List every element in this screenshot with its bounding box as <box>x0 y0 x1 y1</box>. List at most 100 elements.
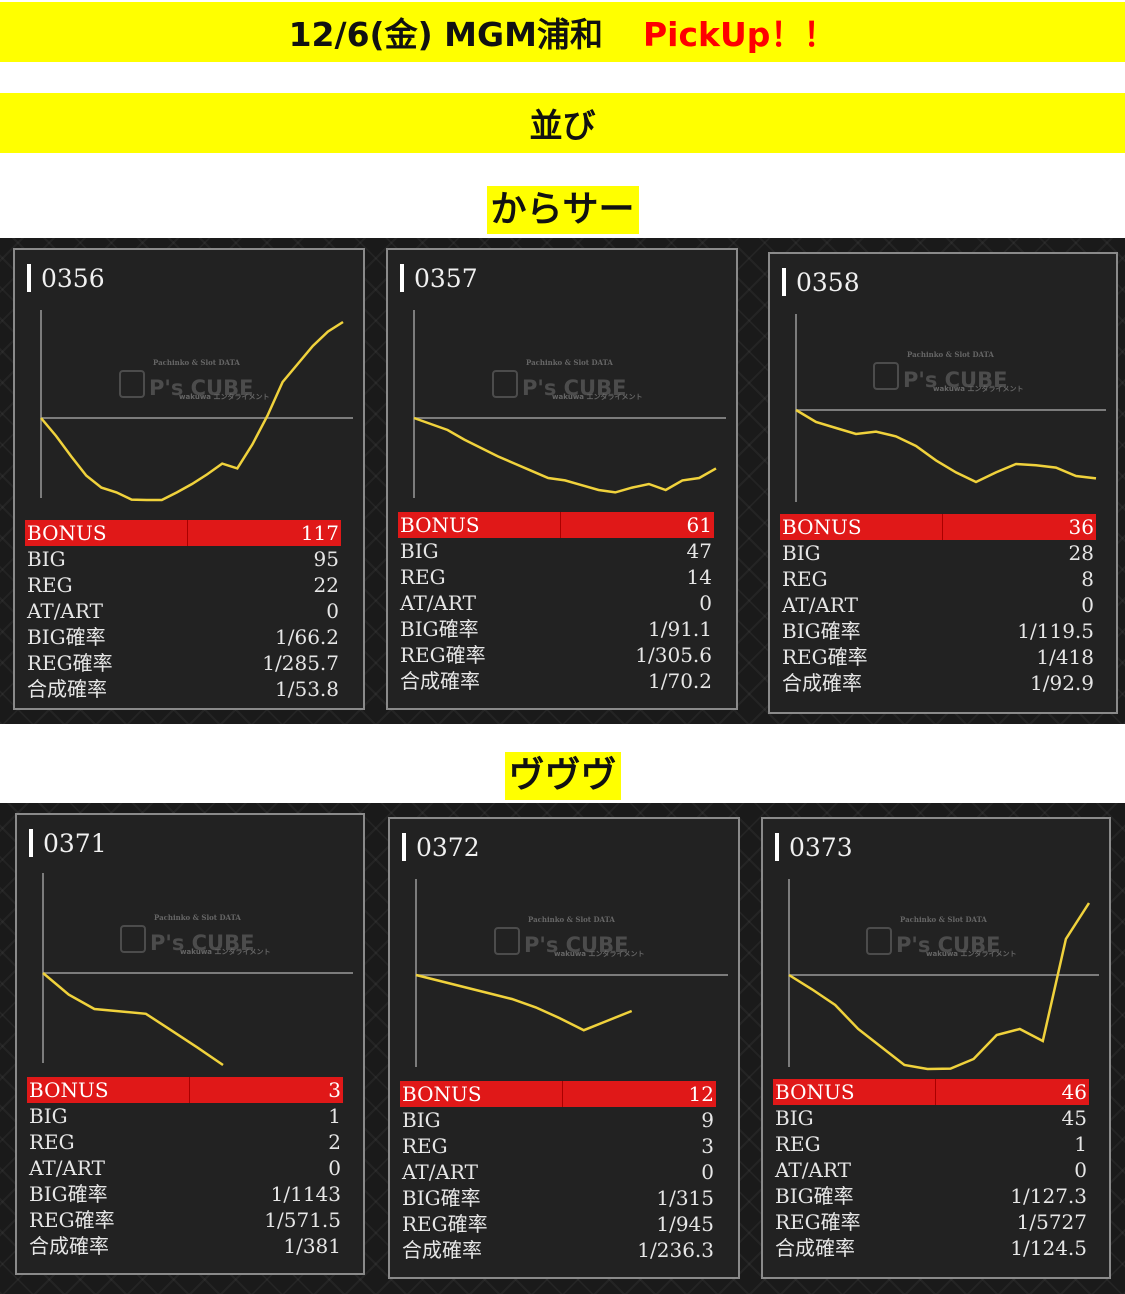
group-label-1: からサー <box>486 186 639 234</box>
stat-row-reg: REG 14 <box>398 564 714 590</box>
machine-card[interactable]: 0356 Pachinko & Slot DATA P's CUBE wakuwa… <box>13 248 365 710</box>
stat-label: BONUS <box>400 513 480 537</box>
watermark-main: P's CUBE <box>524 933 629 957</box>
stat-value: 95 <box>313 547 339 571</box>
stat-row-at-art: AT/ART 0 <box>400 1159 716 1185</box>
watermark-bottom: wakuwa エンタライメント <box>933 385 1024 393</box>
stat-row-big-rate: BIG確率 1/127.3 <box>773 1183 1089 1209</box>
pickup-label: PickUp！！ <box>642 15 837 54</box>
watermark-main: P's CUBE <box>149 376 254 400</box>
watermark-bottom: wakuwa エンタライメント <box>554 950 645 958</box>
stat-label: BIG確率 <box>775 1184 854 1208</box>
watermark-logo: Pachinko & Slot DATA P's CUBE wakuwa エンタ… <box>494 915 644 958</box>
stat-label: BIG <box>400 539 439 563</box>
watermark-top: Pachinko & Slot DATA <box>153 358 240 367</box>
stat-label: AT/ART <box>29 1156 105 1180</box>
stat-value: 9 <box>701 1108 714 1132</box>
machine-card[interactable]: 0373 Pachinko & Slot DATA P's CUBE wakuwa… <box>761 817 1111 1279</box>
stat-value: 0 <box>1081 593 1094 617</box>
stat-label: BIG確率 <box>29 1182 108 1206</box>
trend-graph <box>413 310 726 498</box>
stat-row-big-rate: BIG確率 1/66.2 <box>25 624 341 650</box>
trend-graph <box>40 310 353 502</box>
stat-label: BONUS <box>402 1082 482 1106</box>
stat-value: 36 <box>1068 515 1094 539</box>
stat-value: 61 <box>686 513 712 537</box>
stat-row-at-art: AT/ART 0 <box>780 592 1096 618</box>
machine-card[interactable]: 0357 Pachinko & Slot DATA P's CUBE wakuwa… <box>386 248 738 710</box>
trend-graph <box>795 314 1106 502</box>
watermark-main: P's CUBE <box>522 376 627 400</box>
stat-label: BIG確率 <box>400 617 479 641</box>
machine-card[interactable]: 0371 Pachinko & Slot DATA P's CUBE wakuwa… <box>15 813 365 1275</box>
stat-row-at-art: AT/ART 0 <box>25 598 341 624</box>
watermark-top: Pachinko & Slot DATA <box>900 915 987 924</box>
watermark-logo: Pachinko & Slot DATA P's CUBE wakuwa エンタ… <box>866 915 1016 958</box>
stat-value: 46 <box>1061 1080 1087 1104</box>
stat-row-combined-rate: 合成確率 1/70.2 <box>398 668 714 694</box>
stat-row-bonus: BONUS 36 <box>780 514 1096 540</box>
trend-graph <box>788 879 1099 1071</box>
machine-card[interactable]: 0358 Pachinko & Slot DATA P's CUBE wakuwa… <box>768 252 1118 714</box>
stat-label: BIG <box>27 547 66 571</box>
watermark-top: Pachinko & Slot DATA <box>526 358 613 367</box>
watermark-logo: Pachinko & Slot DATA P's CUBE wakuwa エンタ… <box>120 913 270 956</box>
machine-card[interactable]: 0372 Pachinko & Slot DATA P's CUBE wakuwa… <box>388 817 740 1279</box>
stat-value: 3 <box>701 1134 714 1158</box>
subheader-title: 並び <box>529 106 596 145</box>
stats-table: BONUS 46 BIG 45 REG 1 AT/ART 0 BIG確率 1/127.3 REG確率… <box>773 1079 1089 1261</box>
cube-icon <box>120 925 146 953</box>
stat-value: 1/945 <box>656 1212 714 1236</box>
bonus-divider <box>189 1077 190 1103</box>
stat-value: 1/70.2 <box>648 669 712 693</box>
cube-icon <box>866 927 892 955</box>
watermark-logo: Pachinko & Slot DATA P's CUBE wakuwa エンタ… <box>492 358 642 401</box>
watermark-bottom: wakuwa エンタライメント <box>552 393 643 401</box>
stat-row-combined-rate: 合成確率 1/53.8 <box>25 676 341 702</box>
stat-value: 1/418 <box>1036 645 1094 669</box>
stat-label: BONUS <box>27 521 107 545</box>
machine-number: 0372 <box>402 833 480 862</box>
stat-row-reg: REG 3 <box>400 1133 716 1159</box>
stat-row-bonus: BONUS 61 <box>398 512 714 538</box>
stat-label: REG <box>775 1132 821 1156</box>
watermark-bottom: wakuwa エンタライメント <box>926 950 1017 958</box>
stat-label: 合成確率 <box>402 1238 482 1262</box>
bonus-divider <box>935 1079 936 1105</box>
stat-label: BONUS <box>29 1078 109 1102</box>
group-label-2: ヴヴヴ <box>504 752 621 800</box>
stat-row-big-rate: BIG確率 1/91.1 <box>398 616 714 642</box>
stat-value: 0 <box>701 1160 714 1184</box>
stat-value: 28 <box>1068 541 1094 565</box>
trend-graph <box>42 873 353 1067</box>
watermark-main: P's CUBE <box>150 931 255 955</box>
stat-value: 1/91.1 <box>648 617 712 641</box>
stat-row-big: BIG 95 <box>25 546 341 572</box>
stat-value: 0 <box>1074 1158 1087 1182</box>
stats-table: BONUS 36 BIG 28 REG 8 AT/ART 0 BIG確率 1/119.5 REG確率… <box>780 514 1096 696</box>
stat-row-reg-rate: REG確率 1/571.5 <box>27 1207 343 1233</box>
stat-row-big-rate: BIG確率 1/119.5 <box>780 618 1096 644</box>
stat-value: 0 <box>326 599 339 623</box>
stat-value: 0 <box>328 1156 341 1180</box>
watermark-bottom: wakuwa エンタライメント <box>180 948 271 956</box>
machine-number: 0373 <box>775 833 853 862</box>
stat-row-bonus: BONUS 12 <box>400 1081 716 1107</box>
watermark-main: P's CUBE <box>903 368 1008 392</box>
stat-value: 1/315 <box>656 1186 714 1210</box>
stat-label: BONUS <box>782 515 862 539</box>
stats-table: BONUS 61 BIG 47 REG 14 AT/ART 0 BIG確率 1/91.1 REG確率… <box>398 512 714 694</box>
stat-row-bonus: BONUS 46 <box>773 1079 1089 1105</box>
cube-icon <box>119 370 145 398</box>
stat-label: REG確率 <box>400 643 486 667</box>
trend-line <box>795 408 1097 484</box>
trend-line <box>40 320 344 502</box>
stat-label: 合成確率 <box>782 671 862 695</box>
stat-value: 47 <box>686 539 712 563</box>
machine-number: 0358 <box>782 268 860 297</box>
watermark-bottom: wakuwa エンタライメント <box>179 393 270 401</box>
stat-label: BIG確率 <box>27 625 106 649</box>
stat-value: 1/66.2 <box>275 625 339 649</box>
stat-row-bonus: BONUS 3 <box>27 1077 343 1103</box>
stat-label: BIG確率 <box>402 1186 481 1210</box>
